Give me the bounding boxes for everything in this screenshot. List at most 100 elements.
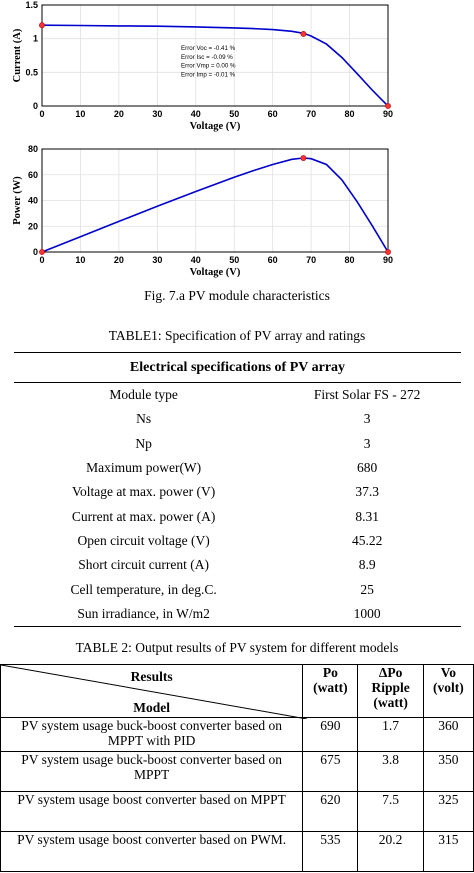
point-marker: [39, 22, 45, 29]
table2-caption: TABLE 2: Output results of PV system for…: [75, 640, 399, 655]
x-tick-label: 20: [114, 255, 124, 265]
model-cell: PV system usage buck-boost converter bas…: [0, 751, 304, 792]
y-tick-label: 1: [33, 34, 38, 44]
error-annotation: Error Imp = -0.01 %: [181, 71, 236, 78]
po-cell: 690: [302, 717, 359, 752]
po-cell: 675: [302, 751, 359, 792]
x-tick-label: 50: [229, 255, 239, 265]
x-tick-label: 70: [306, 255, 316, 265]
table1-row: Voltage at max. power (V) 37.3: [14, 480, 461, 504]
vo-cell: 350: [422, 751, 474, 792]
y-axis-label: Power (W): [12, 176, 23, 225]
x-tick-label: 40: [191, 255, 201, 265]
y-tick-label: 20: [28, 221, 38, 231]
spec-value: 3: [363, 411, 371, 427]
point-marker: [385, 249, 391, 255]
spec-label: Cell temperature, in deg.C.: [70, 581, 217, 597]
spec-value: 45.22: [351, 532, 383, 548]
spec-label: Np: [135, 435, 152, 451]
x-tick-label: 30: [152, 255, 162, 265]
x-tick-label: 20: [114, 109, 124, 119]
x-tick-label: 0: [39, 109, 44, 119]
results-row: PV system usage boost converter based on…: [0, 791, 474, 832]
y-axis-label: Current (A): [12, 28, 23, 82]
spec-value: 8.31: [355, 508, 379, 524]
error-annotation: Error Voc = -0.41 %: [181, 45, 236, 52]
x-tick-label: 10: [75, 255, 85, 265]
x-tick-label: 10: [75, 109, 85, 119]
table1-row: Current at max. power (A) 8.31: [14, 504, 461, 528]
ripple-cell: 7.5: [357, 791, 424, 832]
spec-label: Current at max. power (A): [71, 508, 216, 524]
y-tick-label: 0: [33, 101, 38, 111]
results-row: PV system usage buck-boost converter bas…: [0, 751, 474, 792]
header-ripple: ΔPo Ripple (watt): [357, 664, 424, 718]
header-results: Results: [130, 669, 173, 684]
vo-cell: 325: [422, 791, 474, 832]
ripple-cell: 20.2: [357, 831, 424, 872]
error-annotation: Error Isc = -0.09 %: [181, 54, 233, 61]
model-cell: PV system usage buck-boost converter bas…: [0, 717, 304, 752]
model-cell: PV system usage boost converter based on…: [0, 831, 304, 872]
header-po: Po (watt): [302, 664, 359, 718]
table1-row: Sun irradiance, in W/m2 1000: [14, 601, 461, 627]
table1-header: Electrical specifications of PV array: [14, 352, 461, 383]
spec-value: 8.9: [358, 557, 376, 573]
spec-value: 1000: [273, 601, 461, 627]
pv-plot: 0 10 20 30 40 50 60 70 80 90 0 20 40 60 80 Voltage (V) P…: [0, 141, 474, 281]
spec-label: Maximum power(W): [86, 460, 202, 476]
y-tick-label: 0.5: [25, 67, 38, 77]
y-tick-label: 0: [33, 247, 38, 257]
table1-caption: TABLE1: Specification of PV array and ra…: [108, 328, 366, 343]
x-tick-label: 50: [229, 109, 239, 119]
plot-frame: [41, 4, 389, 107]
pv-spec-table: Electrical specifications of PV array Mo…: [14, 352, 461, 627]
y-tick-label: 60: [28, 170, 38, 180]
x-tick-label: 70: [306, 109, 316, 119]
spec-label: Sun irradiance, in W/m2: [14, 601, 274, 627]
table1-row: Short circuit current (A) 8.9: [14, 553, 461, 577]
x-tick-label: 90: [383, 109, 393, 119]
table1-row: Open circuit voltage (V) 45.22: [14, 529, 461, 553]
series-line: [41, 24, 389, 107]
model-cell: PV system usage boost converter based on…: [0, 791, 304, 832]
po-cell: 535: [302, 831, 359, 872]
results-model-header: Results Model: [0, 664, 307, 719]
vo-cell: 360: [422, 717, 474, 752]
iv-plot: 0 10 20 30 40 50 60 70 80 90 0 0.5 1 1.5 Voltage (V) Cu…: [0, 0, 474, 140]
point-marker: [39, 249, 45, 255]
ripple-cell: 1.7: [357, 717, 424, 752]
spec-value: 680: [357, 460, 378, 476]
y-tick-label: 80: [28, 144, 38, 154]
spec-value: First Solar FS - 272: [313, 387, 421, 403]
spec-value: 25: [360, 581, 374, 597]
x-tick-label: 80: [345, 109, 355, 119]
po-cell: 620: [302, 791, 359, 832]
x-tick-label: 0: [39, 255, 44, 265]
x-axis-label: Voltage (V): [190, 267, 241, 278]
spec-value: 3: [363, 435, 371, 451]
x-tick-label: 30: [152, 109, 162, 119]
y-tick-label: 40: [28, 196, 38, 206]
table1-row: Ns 3: [14, 407, 461, 431]
header-model: Model: [133, 700, 170, 715]
results-row: PV system usage boost converter based on…: [0, 831, 474, 872]
header-vo: Vo (volt): [422, 664, 474, 718]
figure-caption: Fig. 7.a PV module characteristics: [144, 288, 330, 303]
x-tick-label: 40: [191, 109, 201, 119]
point-marker: [300, 31, 307, 37]
table1-row: Maximum power(W) 680: [14, 456, 461, 480]
spec-label: Open circuit voltage (V): [77, 532, 210, 548]
x-tick-label: 60: [268, 109, 278, 119]
table1-row: Cell temperature, in deg.C. 25: [14, 577, 461, 601]
vo-cell: 315: [422, 831, 474, 872]
point-marker: [385, 103, 391, 109]
x-tick-label: 80: [345, 255, 355, 265]
x-tick-label: 90: [383, 255, 393, 265]
spec-label: Short circuit current (A): [78, 557, 210, 573]
ripple-cell: 3.8: [357, 751, 424, 792]
table1-row: Module type First Solar FS - 272: [14, 383, 461, 408]
error-annotation: Error Vmp = 0.00 %: [181, 63, 236, 70]
series-line: [41, 157, 389, 253]
spec-label: Voltage at max. power (V): [71, 484, 216, 500]
